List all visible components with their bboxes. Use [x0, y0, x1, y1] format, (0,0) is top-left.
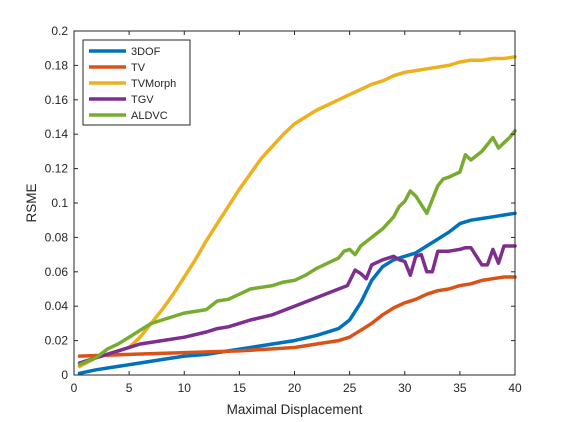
y-tick-label: 0.18	[45, 58, 69, 72]
x-tick-label: 35	[453, 381, 467, 395]
x-tick-label: 15	[233, 381, 247, 395]
x-tick-label: 30	[398, 381, 412, 395]
series-line-tvmorph	[77, 55, 517, 369]
y-axis-label: RSME	[24, 183, 39, 222]
legend-label-tgv: TGV	[131, 94, 154, 106]
series-line-tgv	[77, 244, 517, 365]
series-layer	[77, 55, 517, 376]
y-tick-label: 0.08	[45, 230, 69, 244]
y-tick-label: 0.14	[45, 127, 69, 141]
y-tick-label: 0.02	[45, 334, 69, 348]
y-tick-label: 0.06	[45, 265, 69, 279]
y-tick-label: 0.1	[51, 196, 68, 210]
series-line-3dof	[77, 211, 517, 376]
y-tick-label: 0.2	[51, 24, 68, 38]
y-tick-label: 0	[61, 368, 68, 382]
x-tick-label: 5	[126, 381, 133, 395]
ticks-layer: 0 5 10 15 20 25 30 35 40 0 0.02 0.04 0.06 0.08 0.1 0.12…	[45, 24, 522, 395]
series-line-tv	[77, 275, 517, 358]
x-tick-label: 20	[288, 381, 302, 395]
x-tick-label: 25	[343, 381, 357, 395]
legend-label-aldvc: ALDVC	[131, 110, 168, 122]
x-tick-label: 40	[508, 381, 522, 395]
x-tick-label: 0	[71, 381, 78, 395]
legend-label-tvmorph: TVMorph	[131, 78, 176, 90]
y-tick-label: 0.04	[45, 299, 69, 313]
legend: 3DOF TV TVMorph TGV ALDVC	[82, 39, 191, 126]
series-line-aldvc	[77, 129, 517, 367]
legend-label-3dof: 3DOF	[131, 46, 161, 58]
y-tick-label: 0.16	[45, 93, 69, 107]
y-tick-label: 0.12	[45, 162, 69, 176]
x-axis-label: Maximal Displacement	[227, 402, 363, 417]
x-tick-label: 10	[178, 381, 192, 395]
legend-label-tv: TV	[131, 62, 146, 74]
